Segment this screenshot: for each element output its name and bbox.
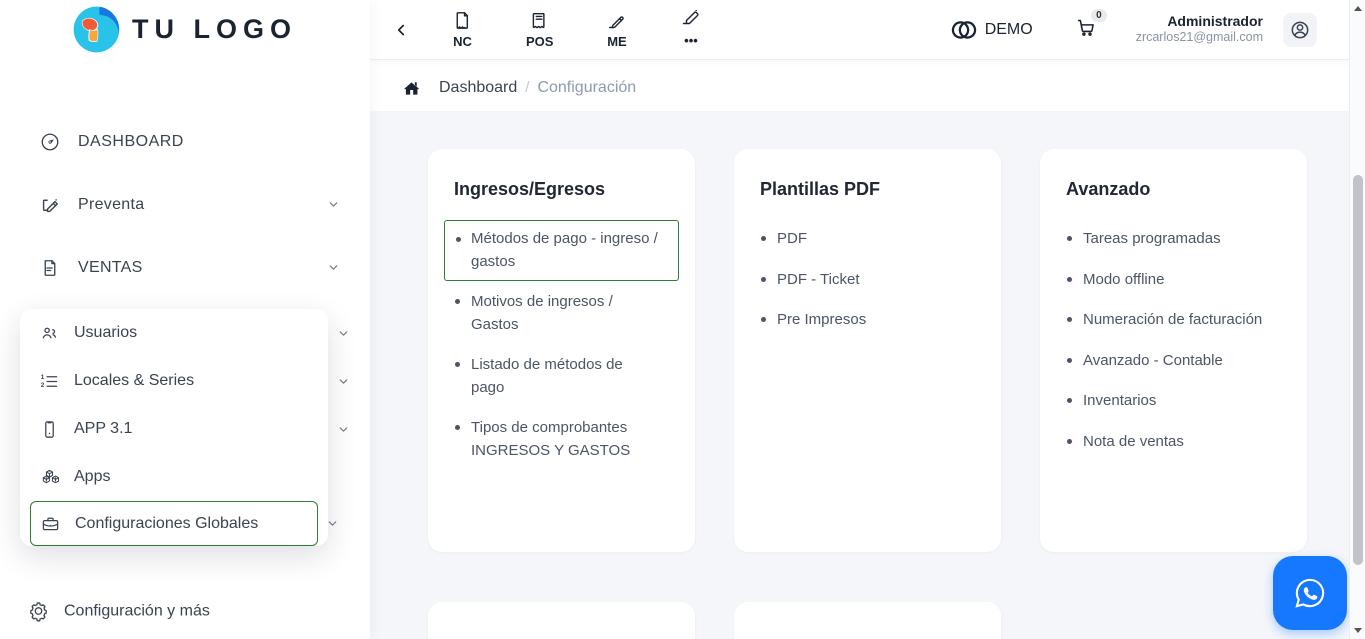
svg-text:2: 2 xyxy=(41,382,45,389)
svg-text:1: 1 xyxy=(41,374,45,381)
